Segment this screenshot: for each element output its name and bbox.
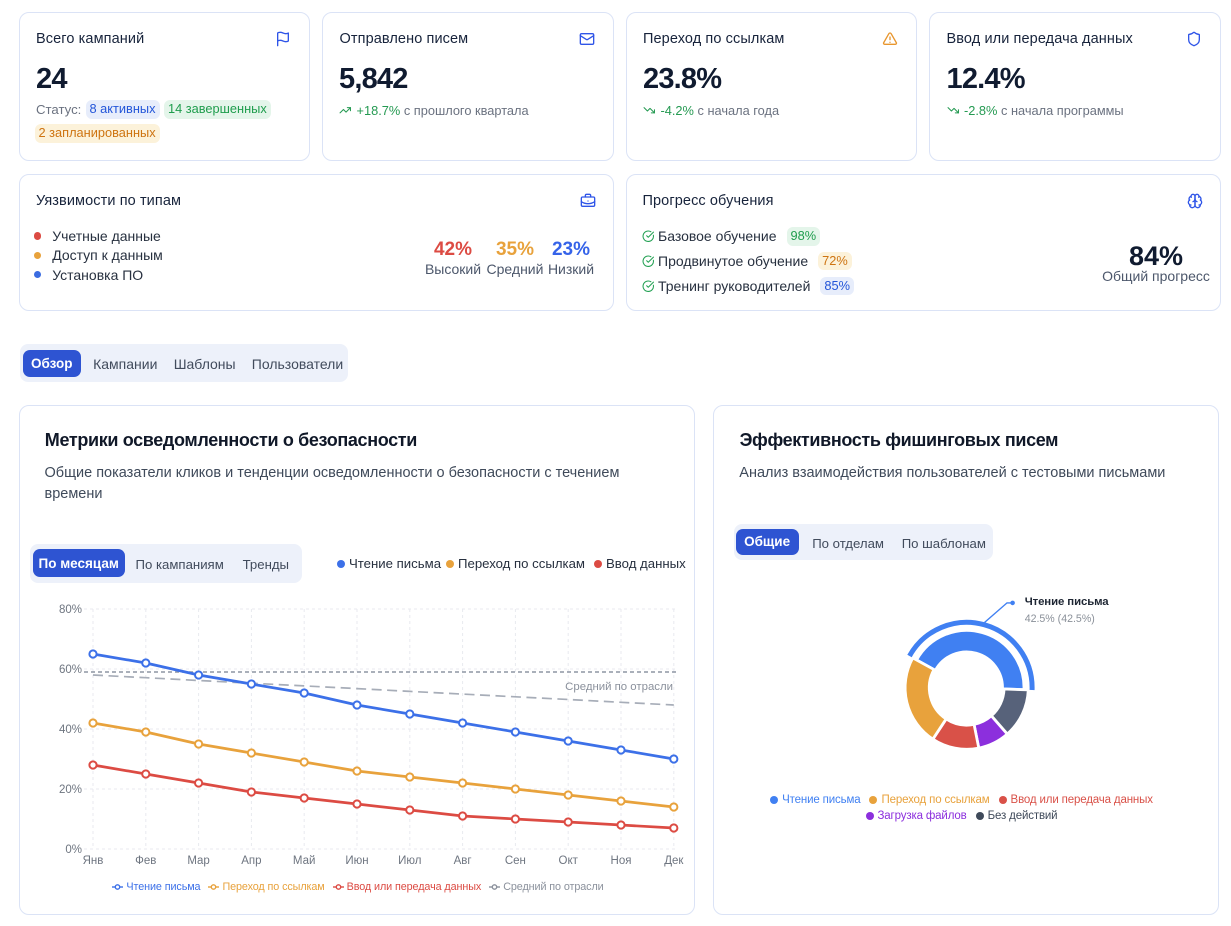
svg-text:Июн: Июн [345, 855, 368, 867]
svg-text:Чтение письма: Чтение письма [1025, 596, 1110, 608]
svg-text:42.5% (42.5%): 42.5% (42.5%) [1025, 613, 1095, 625]
svg-text:Мар: Мар [187, 855, 210, 867]
svg-text:Янв: Янв [83, 855, 104, 867]
svg-text:Фев: Фев [135, 855, 156, 867]
svg-text:Ноя: Ноя [611, 855, 632, 867]
svg-text:Средний по отрасли: Средний по отрасли [565, 681, 673, 693]
svg-text:40%: 40% [59, 724, 82, 736]
svg-text:Апр: Апр [241, 855, 261, 867]
svg-text:Дек: Дек [664, 855, 684, 867]
svg-text:Июл: Июл [398, 855, 421, 867]
svg-text:80%: 80% [59, 604, 82, 616]
svg-text:Окт: Окт [559, 855, 579, 867]
svg-text:60%: 60% [59, 664, 82, 676]
svg-text:Сен: Сен [505, 855, 526, 867]
svg-text:Авг: Авг [454, 855, 472, 867]
svg-text:20%: 20% [59, 784, 82, 796]
svg-text:Май: Май [293, 855, 316, 867]
svg-text:0%: 0% [65, 844, 82, 856]
